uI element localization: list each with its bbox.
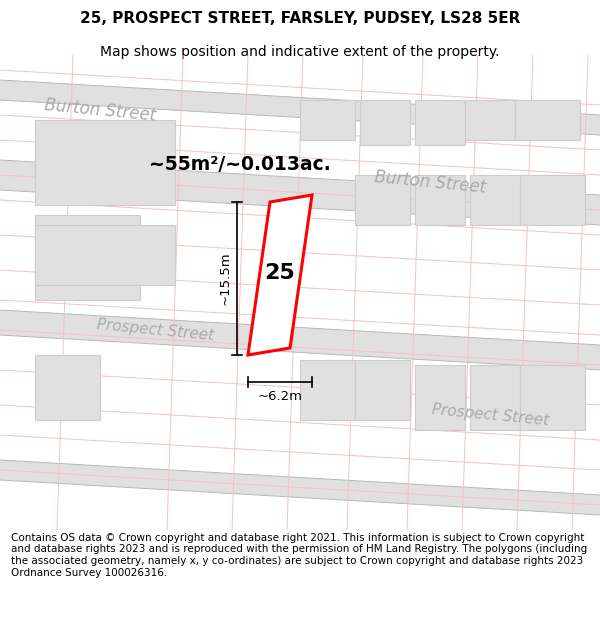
Bar bbox=[35, 215, 140, 300]
Bar bbox=[465, 100, 515, 140]
Text: 25: 25 bbox=[265, 263, 295, 283]
Text: Contains OS data © Crown copyright and database right 2021. This information is : Contains OS data © Crown copyright and d… bbox=[11, 533, 587, 578]
Bar bbox=[415, 175, 465, 225]
Polygon shape bbox=[248, 195, 312, 355]
Bar bbox=[415, 365, 465, 430]
Text: Prospect Street: Prospect Street bbox=[95, 317, 214, 343]
Bar bbox=[470, 365, 520, 430]
Bar bbox=[355, 175, 410, 225]
Text: ~6.2m: ~6.2m bbox=[257, 391, 302, 404]
Polygon shape bbox=[0, 160, 600, 225]
Bar bbox=[470, 175, 520, 225]
Text: Prospect Street: Prospect Street bbox=[431, 402, 550, 428]
Text: Burton Street: Burton Street bbox=[373, 168, 487, 196]
Bar bbox=[515, 100, 580, 140]
Bar bbox=[520, 365, 585, 430]
Polygon shape bbox=[0, 460, 600, 515]
Text: ~15.5m: ~15.5m bbox=[218, 252, 232, 305]
Bar bbox=[415, 100, 465, 145]
Bar bbox=[360, 100, 410, 145]
Text: Burton Street: Burton Street bbox=[43, 96, 157, 124]
Text: Map shows position and indicative extent of the property.: Map shows position and indicative extent… bbox=[100, 45, 500, 59]
Bar bbox=[35, 225, 175, 285]
Bar bbox=[35, 120, 175, 205]
Bar bbox=[35, 355, 100, 420]
Bar bbox=[300, 100, 355, 140]
Bar bbox=[355, 360, 410, 420]
Bar bbox=[520, 175, 585, 225]
Bar bbox=[300, 360, 355, 420]
Polygon shape bbox=[0, 310, 600, 370]
Polygon shape bbox=[0, 80, 600, 135]
Text: ~55m²/~0.013ac.: ~55m²/~0.013ac. bbox=[149, 156, 331, 174]
Text: 25, PROSPECT STREET, FARSLEY, PUDSEY, LS28 5ER: 25, PROSPECT STREET, FARSLEY, PUDSEY, LS… bbox=[80, 11, 520, 26]
